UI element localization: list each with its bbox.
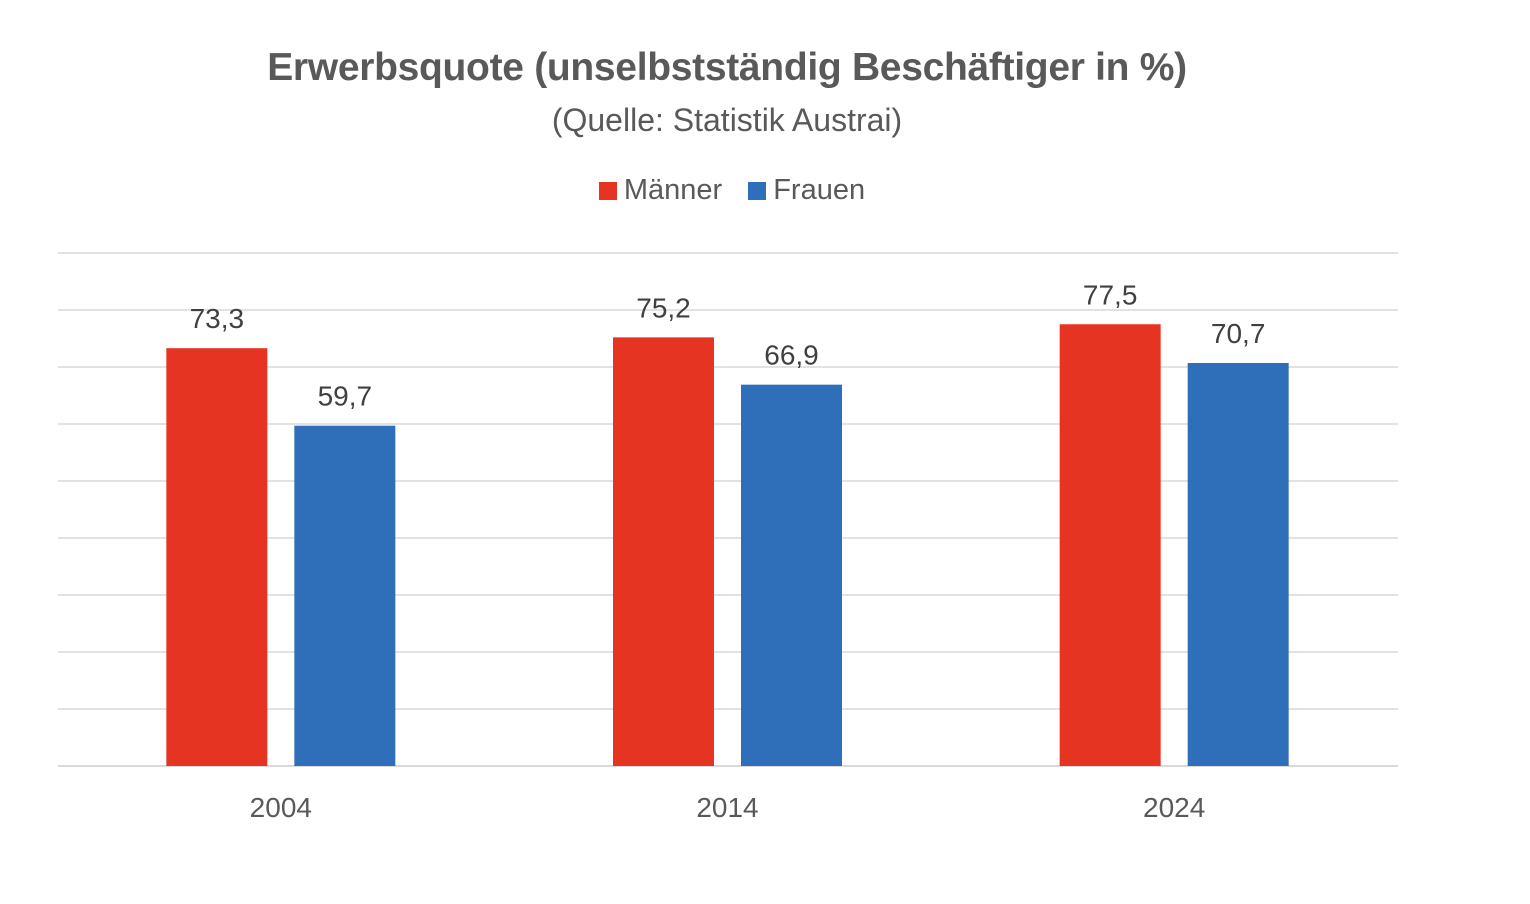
bar-frauen-2014 — [741, 384, 842, 766]
legend-label-frauen: Frauen — [773, 174, 866, 206]
bar-frauen-2004 — [294, 425, 396, 766]
bar-mnner-2004 — [166, 348, 268, 766]
chart-subtitle: (Quelle: Statistik Austrai) — [551, 102, 903, 138]
bar-mnner-2024 — [1059, 324, 1161, 766]
legend-swatch-maenner — [598, 181, 617, 200]
legend-item-maenner: Männer — [598, 174, 723, 207]
x-tick-label: 2014 — [696, 792, 758, 823]
data-label: 75,2 — [636, 292, 691, 323]
data-label: 59,7 — [318, 381, 373, 412]
legend-label-maenner: Männer — [623, 174, 723, 206]
bar-frauen-2024 — [1187, 363, 1289, 766]
legend: Männer Frauen — [0, 174, 1464, 207]
data-label: 73,3 — [190, 303, 245, 334]
data-label: 77,5 — [1083, 279, 1138, 310]
legend-item-frauen: Frauen — [748, 174, 865, 207]
x-tick-label: 2024 — [1143, 792, 1205, 823]
data-label: 66,9 — [764, 340, 819, 371]
data-label: 70,7 — [1211, 318, 1266, 349]
x-tick-label: 2004 — [250, 792, 312, 823]
chart-title: Erwerbsquote (unselbstständig Beschäftig… — [267, 46, 1187, 89]
bar-mnner-2014 — [613, 337, 714, 766]
legend-swatch-frauen — [748, 181, 767, 200]
